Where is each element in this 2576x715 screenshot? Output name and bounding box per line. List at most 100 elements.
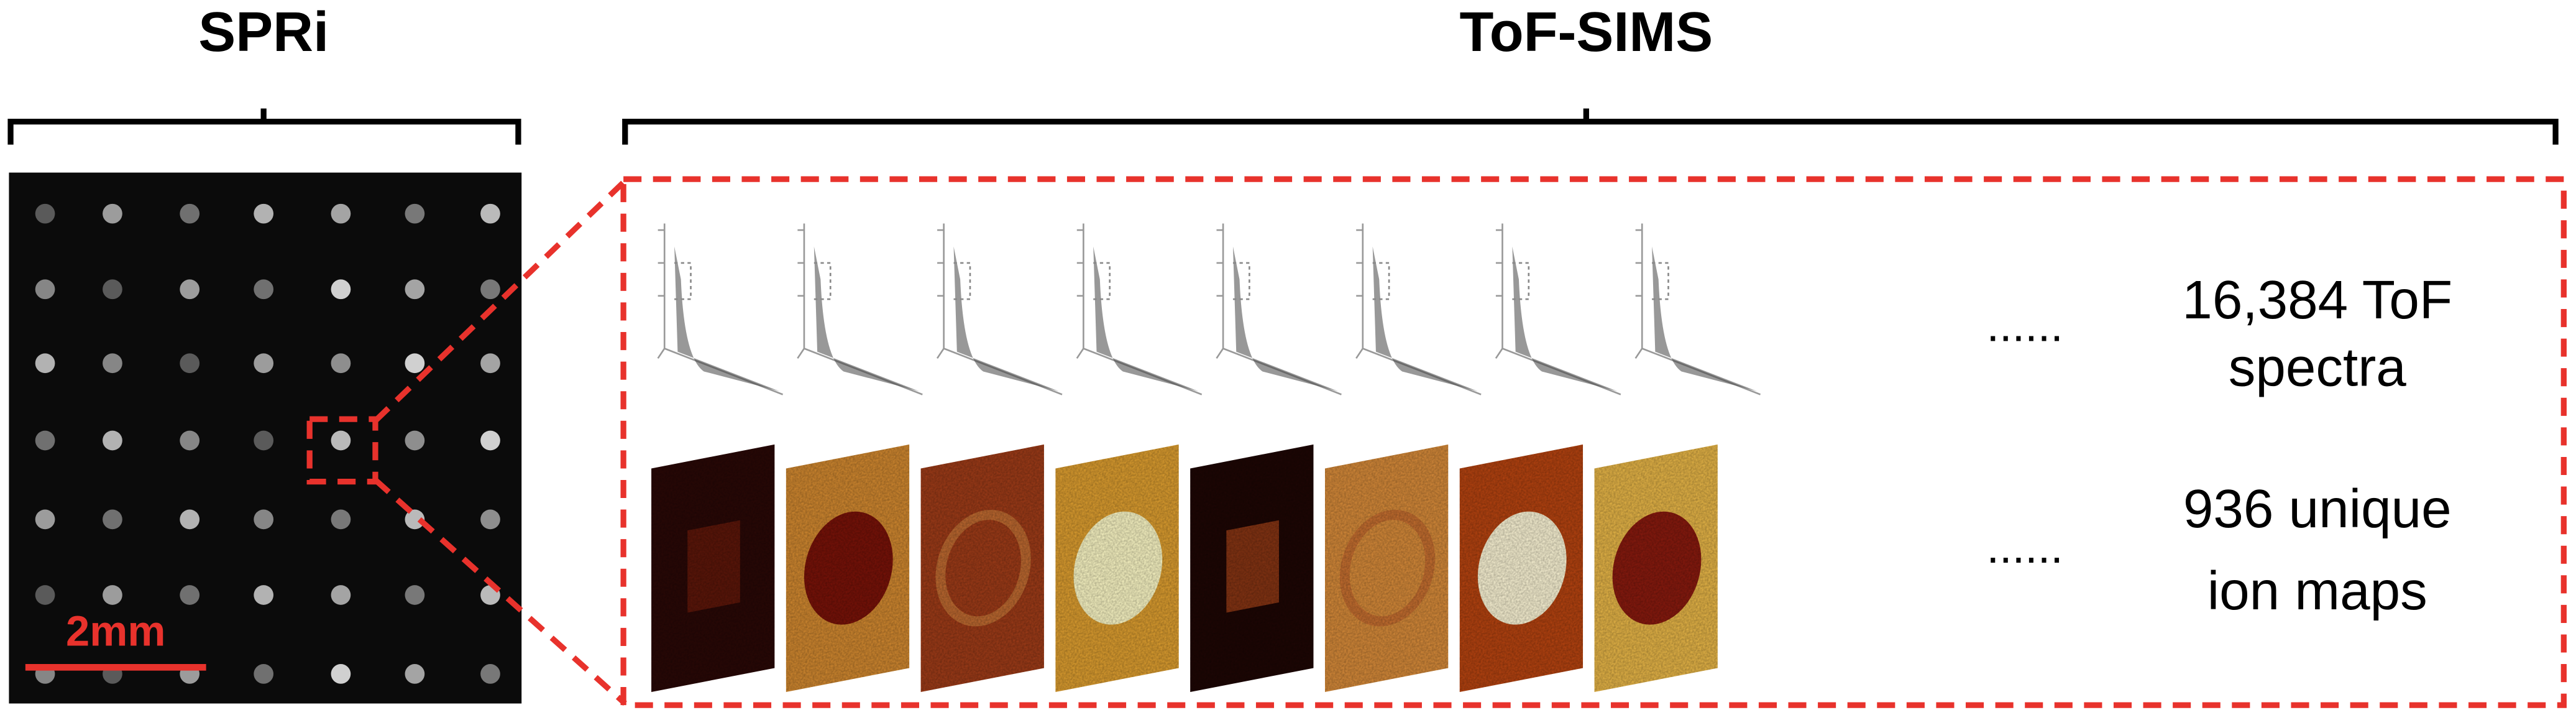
spot	[180, 585, 200, 605]
spot	[254, 509, 274, 530]
spectrum-trace	[1652, 262, 1669, 300]
spectrum	[1216, 223, 1342, 395]
spot	[480, 353, 500, 374]
spot	[331, 664, 351, 684]
scale-bar-label: 2mm	[66, 607, 165, 655]
spot	[405, 509, 425, 530]
ion-maps	[651, 444, 1718, 692]
tofsims-bracket	[622, 108, 2559, 145]
spectrum	[1076, 223, 1203, 395]
spot	[331, 353, 351, 374]
spot	[35, 430, 55, 451]
spectrum-axes	[1495, 223, 1621, 395]
ellipsis: ......	[1986, 299, 2063, 351]
ion-map	[1324, 444, 1449, 692]
ion-map	[1055, 444, 1179, 692]
spectrum	[936, 223, 1063, 395]
spectrum-axes	[1216, 223, 1342, 395]
spot	[480, 664, 500, 684]
spectrum-trace	[1512, 262, 1530, 300]
ion-map-noise	[786, 444, 910, 692]
zoom-line	[373, 477, 627, 706]
spectrum-trace	[953, 262, 971, 300]
ion-map-noise	[1190, 444, 1314, 692]
spot	[254, 203, 274, 224]
spot	[103, 279, 122, 300]
spectrum-axes	[1076, 223, 1203, 395]
spot	[405, 203, 425, 224]
spot	[254, 279, 274, 300]
spot	[331, 509, 351, 530]
spot	[405, 279, 425, 300]
spot	[35, 203, 55, 224]
spot	[35, 353, 55, 374]
spot	[180, 353, 200, 374]
spot	[180, 203, 200, 224]
tofsims-title: ToF-SIMS	[1459, 1, 1713, 63]
spot	[331, 279, 351, 300]
spectrum-axes	[1634, 223, 1761, 395]
spectrum	[1495, 223, 1621, 395]
spot	[103, 585, 122, 605]
spot	[103, 430, 122, 451]
ion-map	[1459, 444, 1584, 692]
spot	[103, 509, 122, 530]
spri-bracket	[7, 108, 521, 145]
spectrum-axes	[797, 223, 923, 395]
spot	[480, 279, 500, 300]
row-label: spectra	[2229, 338, 2407, 398]
spot	[405, 430, 425, 451]
ion-map-noise	[1324, 444, 1449, 692]
row-label: ion maps	[2207, 561, 2427, 621]
ion-map-noise	[1459, 444, 1584, 692]
spri-spots	[35, 203, 500, 684]
ion-map	[651, 444, 775, 692]
spot	[35, 509, 55, 530]
ion-map-noise	[1055, 444, 1179, 692]
spectrum-trace	[1232, 262, 1250, 300]
ion-map	[786, 444, 910, 692]
spot	[331, 203, 351, 224]
row-label: 936 unique	[2183, 479, 2452, 539]
ion-map	[1594, 444, 1718, 692]
spot	[331, 430, 351, 451]
spot	[254, 430, 274, 451]
spot	[103, 353, 122, 374]
spot	[35, 279, 55, 300]
spectrum	[657, 223, 784, 395]
spot	[180, 279, 200, 300]
spectrum	[1355, 223, 1482, 395]
spot	[103, 203, 122, 224]
spot	[254, 664, 274, 684]
spectrum	[797, 223, 923, 395]
spectrum	[1634, 223, 1761, 395]
zoom-box	[620, 176, 2567, 708]
spectrum-trace	[814, 262, 832, 300]
spot	[254, 353, 274, 374]
spectrum-axes	[936, 223, 1063, 395]
spot	[480, 203, 500, 224]
spot	[405, 353, 425, 374]
ellipsis: ......	[1986, 521, 2063, 573]
spot	[180, 430, 200, 451]
spot	[331, 585, 351, 605]
ion-map-noise	[1594, 444, 1718, 692]
spectrum-trace	[1093, 262, 1111, 300]
ion-map	[920, 444, 1044, 692]
spot	[180, 509, 200, 530]
spri-title: SPRi	[198, 1, 329, 63]
zoom-square	[306, 416, 378, 485]
spectrum-axes	[657, 223, 784, 395]
spectrum-trace	[674, 262, 692, 300]
spot	[405, 664, 425, 684]
spectra	[657, 223, 1761, 395]
spot	[480, 509, 500, 530]
spot	[480, 430, 500, 451]
spectrum-axes	[1355, 223, 1482, 395]
spot	[254, 585, 274, 605]
row-label: 16,384 ToF	[2182, 270, 2452, 330]
spot	[405, 585, 425, 605]
ion-map-noise	[651, 444, 775, 692]
